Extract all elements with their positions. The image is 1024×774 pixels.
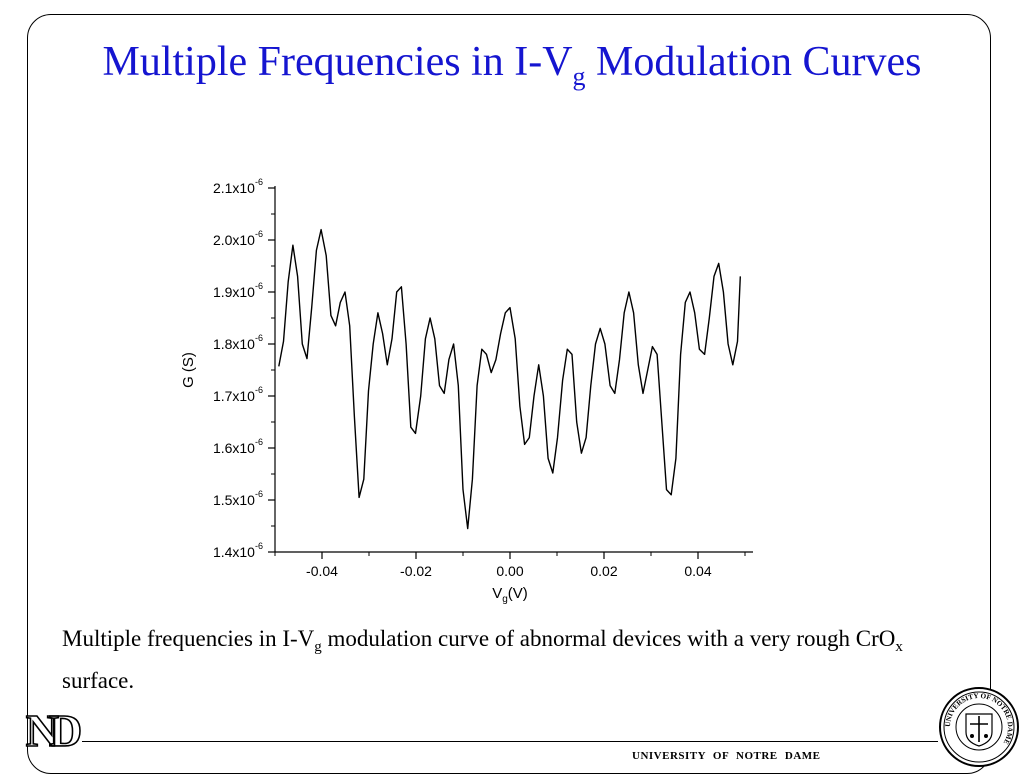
x-axis-label: Vg(V) [492,585,528,605]
y-tick-label: 1.6x10-6 [213,437,263,456]
series-line-g-vs-vg [278,228,741,530]
x-tick-label: -0.04 [306,563,338,579]
title-subscript: g [572,62,586,91]
y-tick-label: 1.4x10-6 [213,541,263,560]
notre-dame-monogram-logo: ND [25,704,82,756]
y-axis-label: G (S) [180,352,197,388]
svg-text:ND: ND [26,705,80,756]
slide-caption: Multiple frequencies in I-Vg modulation … [62,626,903,693]
x-tick-label: 0.00 [496,563,523,579]
x-tick-label: 0.02 [590,563,617,579]
y-tick-label: 2.1x10-6 [213,177,263,196]
y-tick-label: 1.8x10-6 [213,333,263,352]
gv-modulation-chart: G (S) Vg(V) 1.4x10-6 1.5x10-6 1.6x10-6 1.7x… [180,177,753,605]
x-tick-label: 0.04 [684,563,711,579]
footer-rule [82,741,938,742]
y-tick-label: 1.7x10-6 [213,385,263,404]
university-seal-icon: UNIVERSITY OF NOTRE DAME [939,687,1019,767]
slide-title: Multiple Frequencies in I-Vg Modulation … [102,39,922,91]
footer-university-name: UNIVERSITY OF NOTRE DAME [632,750,821,762]
x-tick-label: -0.02 [400,563,432,579]
y-tick-label: 1.9x10-6 [213,281,263,300]
y-tick-label: 1.5x10-6 [213,489,263,508]
y-tick-label: 2.0x10-6 [213,229,263,248]
